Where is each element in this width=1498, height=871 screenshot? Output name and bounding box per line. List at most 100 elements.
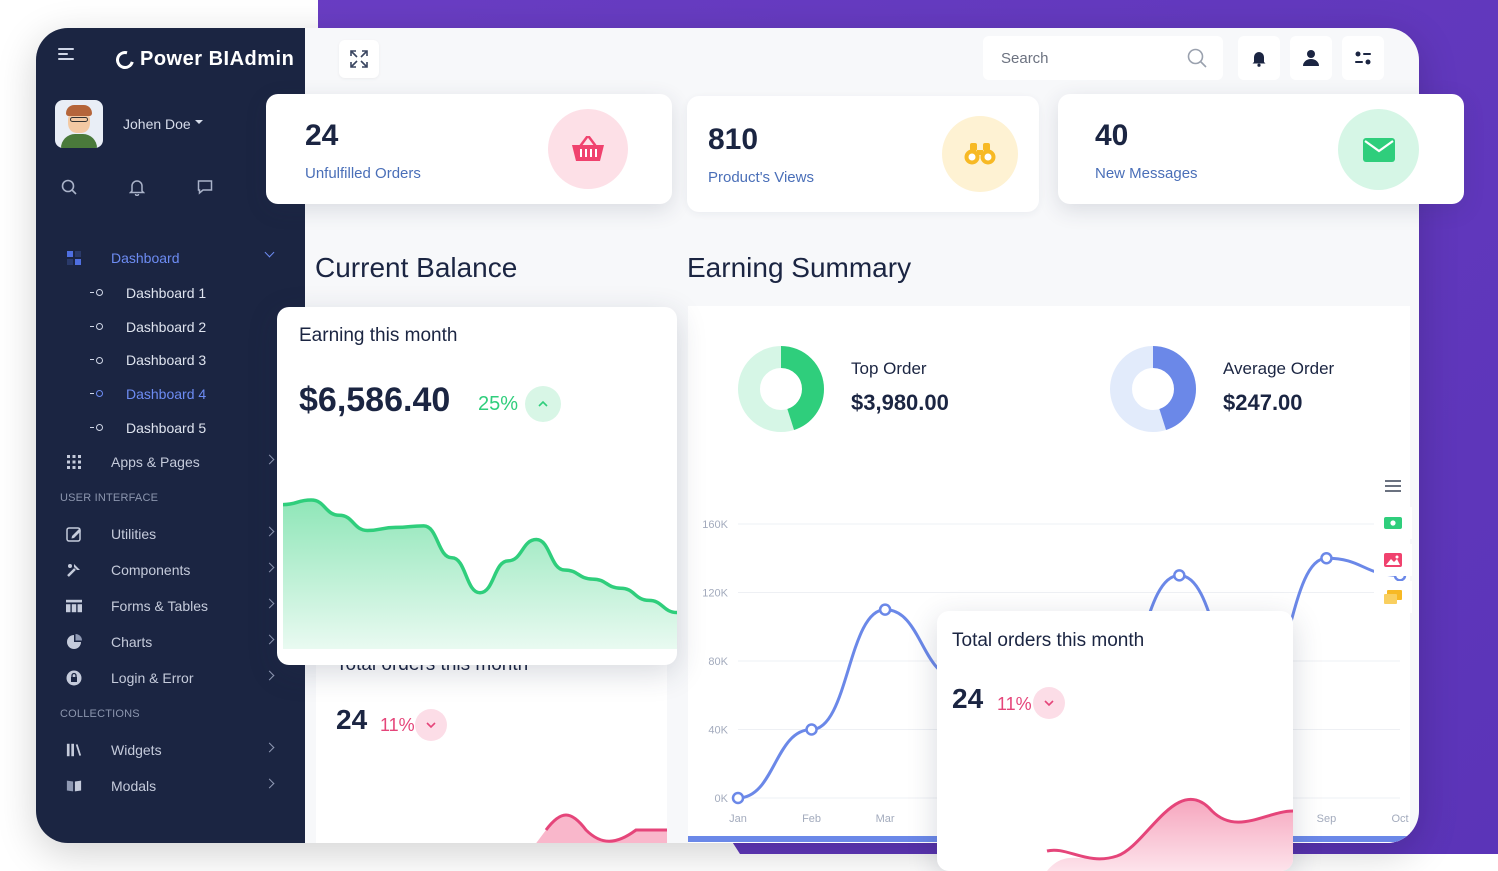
- x-tick-label: Sep: [1317, 813, 1337, 825]
- app-logo[interactable]: Power BIAdmin: [112, 47, 294, 72]
- sidebar: Power BIAdmin Johen Doe Das: [36, 28, 305, 843]
- comment-icon[interactable]: [1374, 581, 1412, 613]
- sidebar-item-label: Login & Error: [111, 670, 194, 687]
- sidebar-item-label: Utilities: [111, 526, 157, 543]
- stat-value: 24: [305, 119, 339, 152]
- user-icon: [1303, 50, 1319, 66]
- search-icon[interactable]: [60, 178, 78, 196]
- chart-menu-icon[interactable]: [1374, 470, 1412, 502]
- sidebar-item-charts[interactable]: Charts: [36, 624, 305, 660]
- section-label-collections: COLLECTIONS: [60, 708, 140, 721]
- orders-mini-chart: [1046, 797, 1293, 871]
- profile-button[interactable]: [1290, 36, 1332, 80]
- apps-grid-icon: [66, 454, 82, 470]
- chevron-down-icon: [264, 247, 275, 258]
- bell-icon[interactable]: [128, 178, 146, 196]
- average-order-donut: [1110, 346, 1196, 432]
- y-tick-label: 80K: [708, 656, 728, 668]
- chevron-right-icon: [264, 742, 275, 753]
- data-point[interactable]: [731, 791, 745, 805]
- stat-card-unfulfilled-orders[interactable]: 24 Unfulfilled Orders: [266, 94, 672, 204]
- earning-percent: 25%: [478, 393, 519, 415]
- chevron-right-icon: [264, 598, 275, 609]
- top-order-value: $3,980.00: [851, 390, 949, 415]
- basket-icon: [548, 109, 628, 189]
- stat-value: 810: [708, 123, 759, 156]
- binoculars-icon: [942, 116, 1018, 192]
- sidebar-item-dashboard[interactable]: Dashboard: [36, 240, 305, 276]
- sidebar-item-widgets[interactable]: Widgets: [36, 732, 305, 768]
- data-point[interactable]: [1320, 552, 1333, 565]
- sidebar-item-modals[interactable]: Modals: [36, 768, 305, 804]
- expand-icon: [350, 50, 368, 68]
- avatar[interactable]: [55, 100, 103, 148]
- x-tick-label: Feb: [802, 813, 821, 825]
- sidebar-item-utilities[interactable]: Utilities: [36, 516, 305, 552]
- chevron-right-icon: [264, 634, 275, 645]
- y-tick-label: 40K: [708, 725, 728, 737]
- data-point[interactable]: [1173, 569, 1186, 582]
- stat-card-product-views[interactable]: 810 Product's Views: [687, 96, 1039, 212]
- sidebar-item-forms-tables[interactable]: Forms & Tables: [36, 588, 305, 624]
- y-tick-label: 0K: [715, 793, 729, 805]
- data-point[interactable]: [805, 723, 818, 736]
- toggles-icon: [1355, 51, 1371, 65]
- settings-button[interactable]: [1342, 36, 1384, 80]
- sidebar-item-label: Charts: [111, 634, 153, 651]
- sidebar-item-label: Apps & Pages: [111, 454, 200, 471]
- user-profile[interactable]: Johen Doe: [55, 100, 203, 148]
- sidebar-item-label: Forms & Tables: [111, 598, 208, 615]
- fullscreen-button[interactable]: [339, 40, 379, 78]
- search-input[interactable]: Search: [983, 36, 1223, 80]
- orders-value: 24: [952, 683, 984, 714]
- chevron-right-icon: [264, 526, 275, 537]
- search-placeholder: Search: [1001, 49, 1049, 67]
- y-tick-label: 120K: [702, 588, 728, 600]
- sidebar-subitem-label: Dashboard 2: [126, 318, 207, 335]
- bell-icon: [1252, 51, 1266, 67]
- earning-amount: $6,586.40: [299, 381, 451, 419]
- sidebar-subitem-dashboard-3[interactable]: Dashboard 3: [36, 343, 305, 377]
- chevron-right-icon: [264, 562, 275, 573]
- tools-icon: [66, 562, 82, 578]
- section-title-earning-summary: Earning Summary: [687, 252, 912, 283]
- user-name[interactable]: Johen Doe: [123, 116, 203, 132]
- sidebar-subitem-label: Dashboard 4: [126, 385, 207, 402]
- earning-month-card[interactable]: Earning this month $6,586.40 25%: [277, 307, 677, 665]
- chat-icon[interactable]: [196, 178, 214, 196]
- orders-mini-chart-back: [536, 813, 667, 843]
- grid-icon: [66, 250, 82, 266]
- sidebar-subitem-dashboard-1[interactable]: Dashboard 1: [36, 276, 305, 310]
- sidebar-item-login-error[interactable]: Login & Error: [36, 660, 305, 696]
- trend-up-icon: [525, 386, 561, 422]
- sidebar-item-apps-pages[interactable]: Apps & Pages: [36, 444, 305, 480]
- book-open-icon: [66, 778, 82, 794]
- x-tick-label: Mar: [876, 813, 895, 825]
- orders-card[interactable]: Total orders this month 24 11%: [937, 611, 1293, 871]
- section-title-current-balance: Current Balance: [315, 252, 518, 283]
- data-point[interactable]: [878, 603, 892, 616]
- stat-label: Unfulfilled Orders: [305, 165, 421, 182]
- sidebar-subitem-dashboard-5[interactable]: Dashboard 5: [36, 411, 305, 445]
- menu-toggle-icon[interactable]: [58, 48, 74, 60]
- search-icon[interactable]: [1187, 48, 1207, 68]
- notifications-button[interactable]: [1238, 36, 1280, 80]
- chevron-right-icon: [264, 670, 275, 681]
- sidebar-subitem-dashboard-4[interactable]: Dashboard 4: [36, 377, 305, 411]
- stat-card-new-messages[interactable]: 40 New Messages: [1058, 94, 1464, 204]
- sidebar-subitem-label: Dashboard 5: [126, 419, 207, 436]
- area-fill: [283, 500, 677, 649]
- lock-icon: [66, 670, 82, 686]
- books-icon: [66, 742, 82, 758]
- envelope-icon: [1338, 109, 1419, 190]
- trend-down-icon: [1033, 687, 1065, 719]
- orders-card-title: Total orders this month: [952, 630, 1145, 651]
- money-icon[interactable]: [1374, 507, 1412, 539]
- logo-icon: [112, 47, 138, 72]
- y-tick-label: 160K: [702, 519, 728, 531]
- orders-percent: 11%: [997, 694, 1032, 714]
- sidebar-subitem-dashboard-2[interactable]: Dashboard 2: [36, 310, 305, 344]
- sidebar-item-components[interactable]: Components: [36, 552, 305, 588]
- image-icon[interactable]: [1374, 544, 1412, 576]
- x-tick-label: Oct: [1391, 813, 1408, 825]
